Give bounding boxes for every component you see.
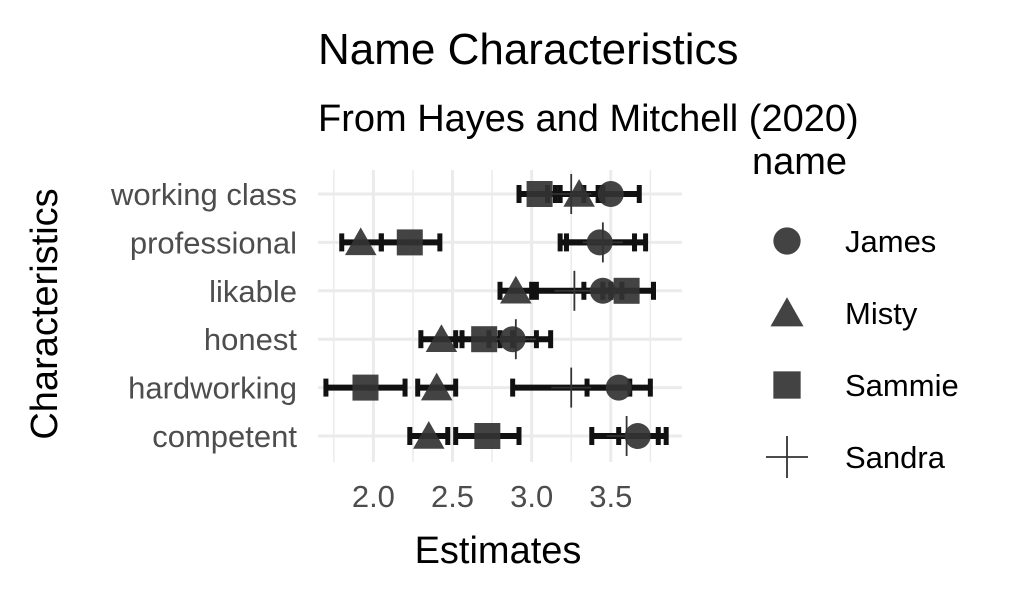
point-misty: [413, 421, 445, 449]
legend: name James Misty Sammie Sandra: [752, 141, 959, 478]
chart-subtitle: From Hayes and Mitchell (2020): [318, 98, 859, 140]
point-sammie: [396, 229, 423, 256]
chart-title: Name Characteristics: [318, 25, 739, 74]
point-james: [589, 277, 616, 304]
x-axis-title: Estimates: [415, 530, 582, 572]
x-tick-label: 3.0: [510, 479, 553, 514]
point-sammie: [474, 423, 501, 449]
legend-label-sandra: Sandra: [845, 440, 946, 475]
legend-key-sammie: [773, 371, 801, 399]
point-james: [597, 181, 624, 207]
point-sandra: [554, 270, 595, 311]
y-tick-label: competent: [152, 419, 297, 454]
y-tick-label: honest: [204, 322, 297, 357]
point-sammie: [471, 326, 498, 353]
point-sandra: [582, 222, 623, 263]
point-sammie: [352, 374, 379, 401]
point-misty: [500, 275, 532, 304]
x-tick-label: 2.0: [352, 479, 395, 514]
x-tick-label: 3.5: [589, 479, 632, 514]
x-tick-labels: 2.0 2.5 3.0 3.5: [352, 479, 633, 514]
legend-label-misty: Misty: [845, 296, 918, 331]
point-sandra: [551, 367, 592, 408]
y-tick-label: professional: [130, 225, 297, 260]
point-sandra: [495, 319, 536, 360]
point-sandra: [606, 416, 647, 456]
legend-key-sandra: [766, 436, 808, 478]
x-tick-label: 2.5: [431, 479, 474, 514]
y-tick-label: working class: [110, 177, 297, 212]
point-sammie: [526, 181, 553, 207]
y-tick-label: hardworking: [128, 371, 297, 406]
y-tick-label: likable: [209, 274, 297, 309]
legend-label-james: James: [845, 224, 936, 259]
point-james: [605, 374, 632, 401]
legend-title: name: [752, 141, 847, 183]
points: [344, 174, 651, 456]
legend-key-misty: [770, 297, 804, 327]
point-misty: [344, 227, 377, 256]
error-bars: [323, 185, 669, 445]
legend-key-james: [773, 227, 801, 255]
y-axis-title: Characteristics: [24, 188, 66, 439]
y-tick-labels: working class professional likable honest ha…: [110, 177, 297, 454]
point-misty: [420, 372, 453, 401]
point-sandra: [551, 174, 592, 214]
point-sammie: [613, 277, 640, 304]
legend-label-sammie: Sammie: [845, 368, 959, 403]
point-misty: [425, 324, 458, 352]
